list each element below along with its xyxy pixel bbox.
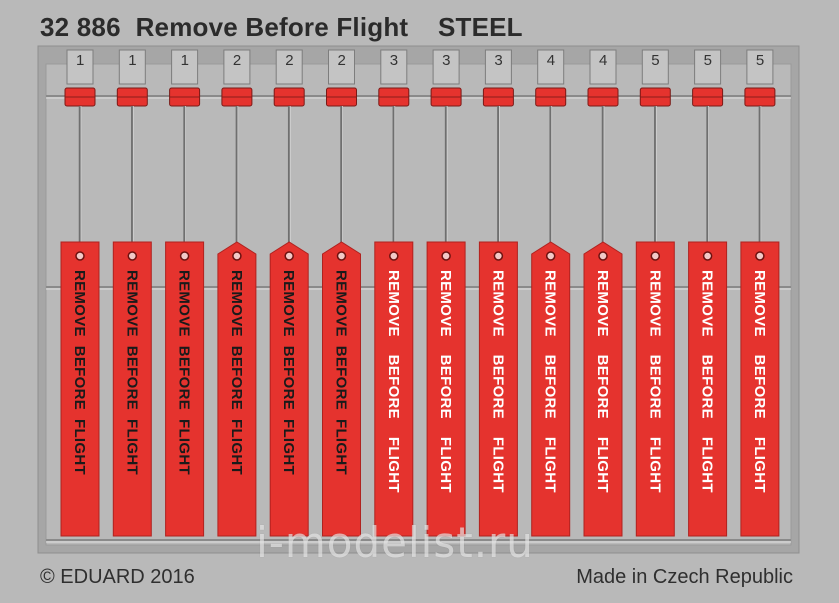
tag-9-tag	[478, 241, 518, 537]
tag-13-eyelet	[702, 251, 713, 261]
tag-6-tag	[322, 241, 361, 537]
tag-7-eyelet	[389, 251, 399, 261]
tag-14-eyelet	[755, 251, 765, 261]
tag-10-number: 4	[546, 52, 556, 69]
tag-10-text: REMOVE BEFORE FLIGHT	[541, 270, 559, 493]
tag-11-eyelet	[598, 251, 608, 261]
tag-4-number: 2	[232, 52, 242, 69]
tag-8-number-slot	[432, 49, 460, 85]
tag-11-number: 4	[599, 52, 608, 69]
tag-9-text: REMOVE BEFORE FLIGHT	[489, 270, 507, 493]
tag-3-eyelet	[179, 251, 190, 261]
tag-14-text: REMOVE BEFORE FLIGHT	[750, 270, 768, 493]
fret-opening	[45, 63, 792, 546]
tag-13-tag	[688, 241, 728, 537]
tag-3-text: REMOVE BEFORE FLIGHT	[175, 270, 193, 475]
tag-13-text: REMOVE BEFORE FLIGHT	[698, 270, 716, 493]
tag-2-number: 1	[128, 52, 137, 69]
tag-6-number-slot	[328, 49, 355, 85]
tag-11-tag	[583, 241, 623, 537]
tag-1-number: 1	[76, 52, 85, 69]
tag-6-number: 2	[337, 52, 346, 69]
tag-5-number: 2	[285, 52, 294, 69]
tag-4-eyelet	[232, 251, 242, 261]
tag-12-eyelet	[650, 251, 661, 261]
tag-7-number-slot	[380, 49, 408, 85]
tag-5-eyelet	[284, 251, 294, 261]
tag-10-tag	[531, 241, 571, 537]
tag-13-number-slot	[694, 49, 722, 85]
tag-2-number-slot	[118, 49, 146, 85]
tag-4-text: REMOVE BEFORE FLIGHT	[227, 270, 245, 475]
tag-5-number-slot	[275, 49, 303, 85]
tag-1-text: REMOVE BEFORE FLIGHT	[71, 270, 88, 475]
tag-14-number: 5	[755, 52, 765, 69]
tag-5-text: REMOVE BEFORE FLIGHT	[280, 270, 298, 475]
watermark: i-modelist.ru	[256, 518, 534, 567]
tag-9-number: 3	[494, 52, 503, 69]
tag-12-number-slot	[641, 49, 669, 85]
tag-10-number-slot	[537, 49, 565, 85]
tag-6-eyelet	[336, 251, 347, 261]
tag-2-tag	[112, 241, 152, 537]
tag-5-tag	[269, 241, 309, 537]
tag-14-tag	[740, 241, 780, 537]
tag-9-number-slot	[484, 49, 512, 85]
tag-3-number-slot	[171, 49, 199, 85]
tag-1-eyelet	[75, 251, 85, 261]
tag-1-tag	[60, 241, 100, 537]
tag-10-eyelet	[545, 251, 556, 261]
tag-12-number: 5	[651, 52, 660, 69]
tag-8-eyelet	[441, 251, 451, 261]
tag-8-tag	[426, 241, 466, 537]
tag-4-tag	[217, 241, 257, 537]
tag-6-text: REMOVE BEFORE FLIGHT	[332, 270, 350, 475]
tag-8-text: REMOVE BEFORE FLIGHT	[437, 270, 455, 493]
sheet-title: 32 886 Remove Before Flight STEEL	[40, 12, 523, 42]
tag-13-number: 5	[703, 52, 712, 69]
tag-3-tag	[165, 241, 205, 537]
tag-14-number-slot	[746, 49, 774, 85]
origin-text: Made in Czech Republic	[576, 566, 793, 588]
tag-8-number: 3	[442, 52, 451, 69]
tag-4-number-slot	[223, 49, 251, 85]
tag-1-number-slot	[66, 49, 94, 85]
tag-11-number-slot	[589, 49, 617, 85]
tag-7-tag	[374, 241, 414, 537]
tag-12-tag	[635, 241, 675, 537]
tag-7-number: 3	[389, 52, 399, 69]
tag-11-text: REMOVE BEFORE FLIGHT	[594, 270, 611, 493]
copyright-text: © EDUARD 2016	[40, 566, 195, 588]
tag-7-text: REMOVE BEFORE FLIGHT	[384, 270, 402, 493]
tag-12-text: REMOVE BEFORE FLIGHT	[646, 270, 664, 493]
tag-3-number: 1	[180, 52, 189, 69]
tag-2-eyelet	[127, 251, 138, 261]
tag-2-text: REMOVE BEFORE FLIGHT	[123, 270, 141, 475]
tag-9-eyelet	[493, 251, 504, 261]
